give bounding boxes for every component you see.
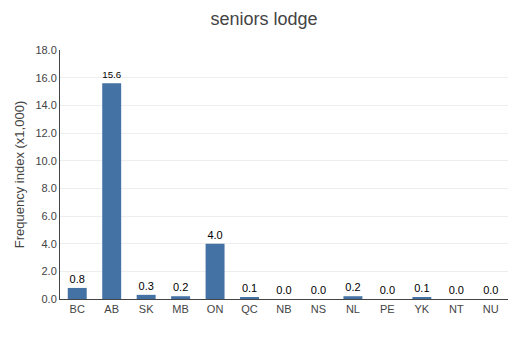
svg-text:NS: NS — [311, 303, 326, 315]
svg-text:NB: NB — [276, 303, 291, 315]
svg-text:AB: AB — [104, 303, 119, 315]
svg-text:NL: NL — [346, 303, 360, 315]
svg-text:0.0: 0.0 — [42, 293, 57, 305]
svg-text:0.1: 0.1 — [414, 282, 429, 294]
svg-text:SK: SK — [139, 303, 154, 315]
svg-text:0.0: 0.0 — [483, 284, 498, 296]
svg-text:4.0: 4.0 — [207, 229, 222, 241]
svg-text:BC: BC — [70, 303, 85, 315]
svg-text:PE: PE — [380, 303, 395, 315]
svg-text:MB: MB — [172, 303, 189, 315]
svg-text:0.2: 0.2 — [345, 281, 360, 293]
svg-text:10.0: 10.0 — [35, 155, 56, 167]
svg-text:0.8: 0.8 — [70, 273, 85, 285]
svg-text:seniors lodge: seniors lodge — [210, 9, 317, 29]
svg-text:0.0: 0.0 — [311, 284, 326, 296]
svg-text:0.1: 0.1 — [242, 282, 257, 294]
svg-text:NU: NU — [483, 303, 499, 315]
svg-text:6.0: 6.0 — [42, 210, 57, 222]
svg-text:QC: QC — [241, 303, 258, 315]
svg-text:0.0: 0.0 — [449, 284, 464, 296]
svg-text:ON: ON — [207, 303, 224, 315]
svg-text:0.0: 0.0 — [276, 284, 291, 296]
svg-text:18.0: 18.0 — [35, 44, 56, 56]
svg-text:NT: NT — [449, 303, 464, 315]
svg-text:0.3: 0.3 — [139, 280, 154, 292]
svg-text:0.2: 0.2 — [173, 281, 188, 293]
svg-text:12.0: 12.0 — [35, 127, 56, 139]
svg-text:14.0: 14.0 — [35, 99, 56, 111]
svg-text:Frequency index (x1,000): Frequency index (x1,000) — [12, 101, 27, 248]
svg-text:2.0: 2.0 — [42, 265, 57, 277]
svg-text:8.0: 8.0 — [42, 182, 57, 194]
svg-text:15.6: 15.6 — [102, 69, 121, 80]
svg-text:16.0: 16.0 — [35, 72, 56, 84]
svg-text:YK: YK — [415, 303, 430, 315]
svg-text:4.0: 4.0 — [42, 238, 57, 250]
svg-text:0.0: 0.0 — [380, 284, 395, 296]
